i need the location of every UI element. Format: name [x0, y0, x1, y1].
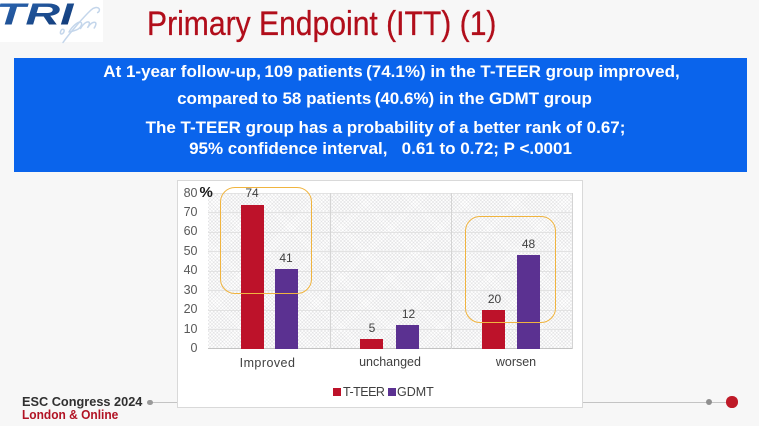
svg-text:TRI: TRI — [0, 0, 74, 31]
